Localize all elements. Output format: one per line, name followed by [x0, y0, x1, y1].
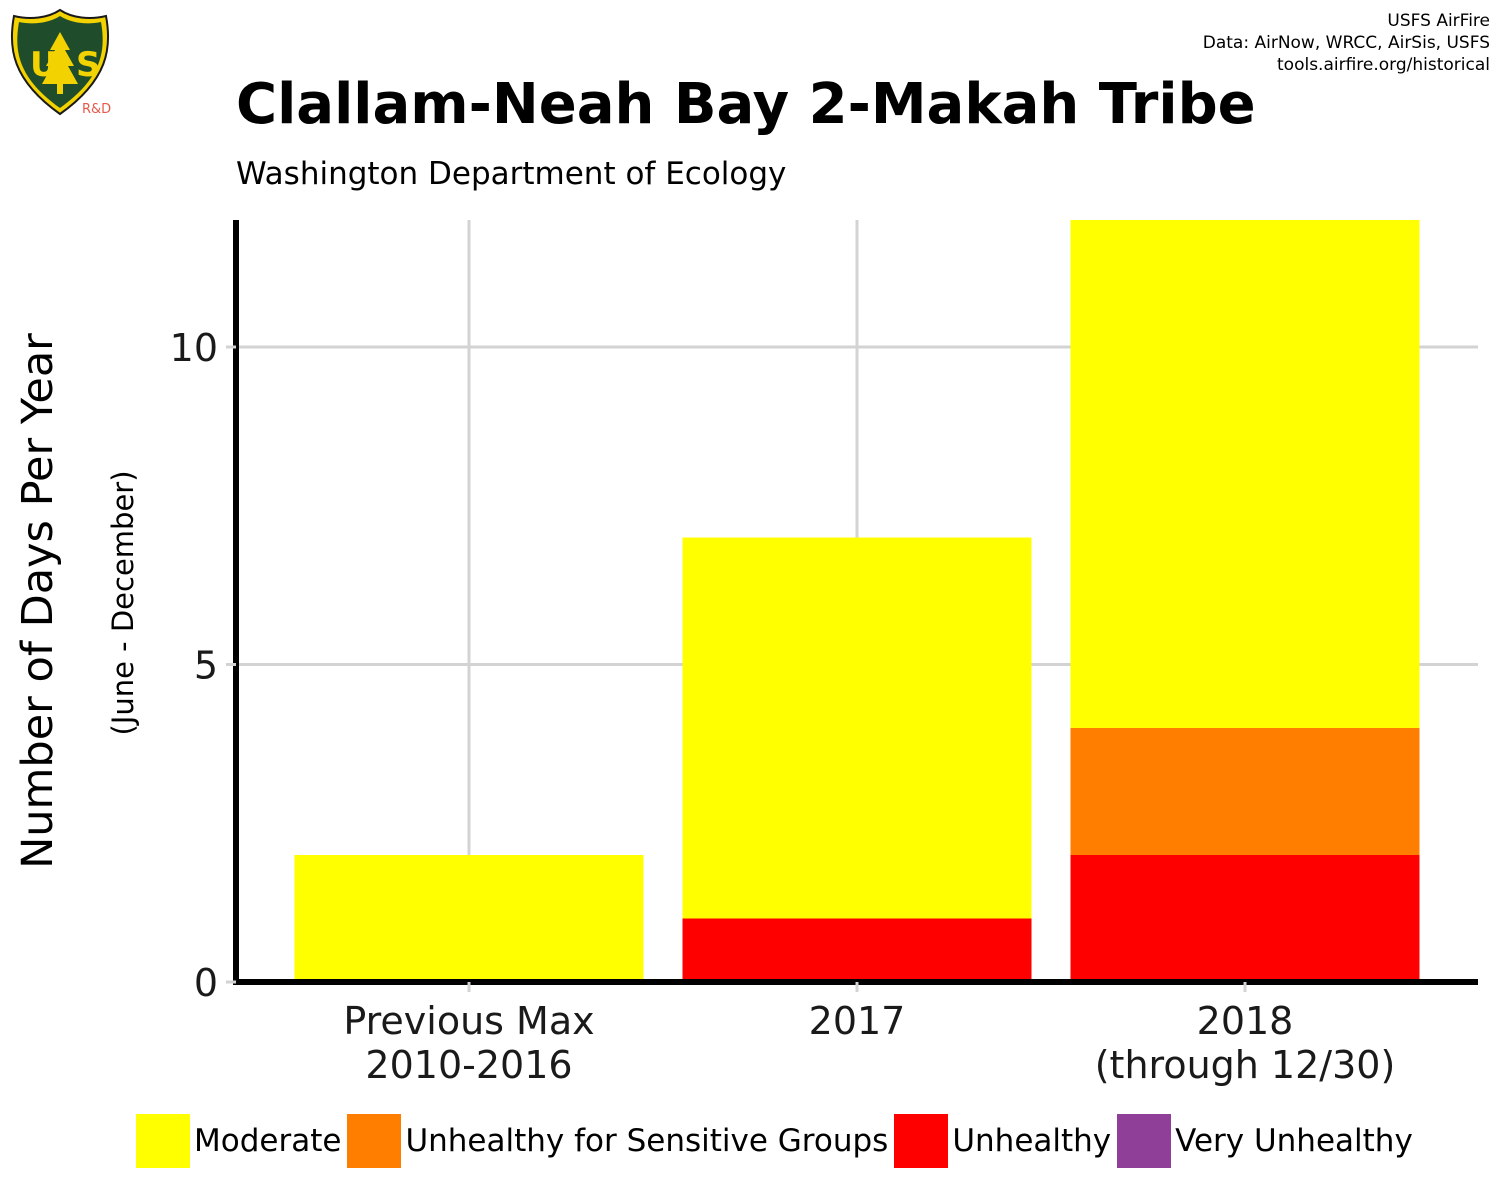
- legend-swatch: [1117, 1114, 1172, 1168]
- credit-line-1: USFS AirFire: [1387, 11, 1490, 31]
- chart-title: Clallam-Neah Bay 2-Makah Tribe: [236, 72, 1256, 137]
- x-tick-label: Previous Max: [343, 999, 594, 1043]
- bar-segment-unhealthy: [682, 918, 1032, 982]
- legend: Moderate Unhealthy for Sensitive Groups Un…: [136, 1114, 1419, 1168]
- bar-segment-moderate: [294, 855, 644, 982]
- bar-segment-moderate: [682, 537, 1032, 919]
- y-axis-subtitle: (June - December): [106, 470, 140, 735]
- usfs-shield-logo: U S R&D: [10, 8, 111, 117]
- y-axis-title: Number of Days Per Year: [13, 333, 63, 869]
- y-tick-label: 5: [194, 644, 218, 688]
- logo-letters: U: [30, 45, 58, 85]
- svg-text:S: S: [76, 45, 101, 85]
- y-tick-label: 10: [170, 326, 218, 370]
- x-tick-label: 2018: [1197, 999, 1294, 1043]
- x-tick-label: (through 12/30): [1095, 1043, 1396, 1087]
- x-tick-label: 2017: [809, 999, 906, 1043]
- legend-swatch: [894, 1114, 949, 1168]
- legend-item: Unhealthy for Sensitive Groups: [347, 1114, 888, 1168]
- legend-swatch: [347, 1114, 402, 1168]
- y-tick-label: 0: [194, 961, 218, 1005]
- legend-item: Moderate: [136, 1114, 341, 1168]
- legend-item: Unhealthy: [894, 1114, 1111, 1168]
- legend-label: Unhealthy for Sensitive Groups: [405, 1123, 889, 1159]
- bar-segment-unhealthy: [1070, 855, 1420, 982]
- chart-subtitle: Washington Department of Ecology: [236, 156, 787, 192]
- bar-segment-moderate: [1070, 220, 1420, 728]
- legend-swatch: [136, 1114, 190, 1168]
- legend-label: Moderate: [194, 1123, 342, 1159]
- credit-line-2: Data: AirNow, WRCC, AirSis, USFS: [1202, 33, 1490, 53]
- credits: USFS AirFire Data: AirNow, WRCC, AirSis,…: [1203, 10, 1490, 76]
- logo-rd-badge: R&D: [82, 102, 111, 117]
- legend-label: Very Unhealthy: [1175, 1123, 1413, 1159]
- credit-line-3: tools.airfire.org/historical: [1277, 55, 1490, 75]
- x-tick-label: 2010-2016: [365, 1043, 572, 1087]
- legend-label: Unhealthy: [952, 1123, 1112, 1159]
- bar-segment-unhealthy-for-sensitive-groups: [1070, 728, 1420, 855]
- legend-item: Very Unhealthy: [1117, 1114, 1413, 1168]
